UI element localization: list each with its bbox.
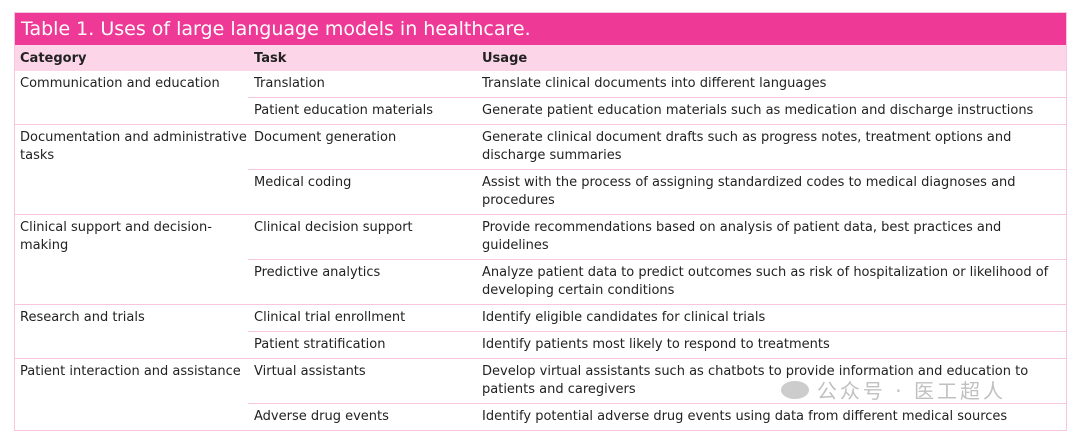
table-row: Predictive analytics Analyze patient data… bbox=[248, 259, 1066, 304]
usage-cell: Identify eligible candidates for clinica… bbox=[482, 310, 766, 325]
usage-cell: Translate clinical documents into differ… bbox=[482, 76, 827, 91]
usage-cell: Develop virtual assistants such as chatb… bbox=[482, 364, 1029, 397]
task-cell: Virtual assistants bbox=[254, 364, 366, 379]
task-cell: Medical coding bbox=[254, 175, 352, 190]
task-cell: Translation bbox=[254, 76, 325, 91]
table-title: Table 1. Uses of large language models i… bbox=[15, 13, 1066, 45]
usage-cell: Identify potential adverse drug events u… bbox=[482, 409, 1008, 424]
task-cell: Clinical trial enrollment bbox=[254, 310, 406, 325]
category-group: Patient interaction and assistance Virtua… bbox=[15, 358, 1066, 430]
usage-cell: Generate clinical document drafts such a… bbox=[482, 130, 1012, 163]
category-cell: Research and trials bbox=[20, 310, 145, 325]
usage-cell: Generate patient education materials suc… bbox=[482, 103, 1034, 118]
header-usage: Usage bbox=[482, 50, 528, 66]
table-row: Clinical support and decision-making Clin… bbox=[15, 215, 1066, 259]
table-header: Category Task Usage bbox=[15, 45, 1066, 71]
category-group: Clinical support and decision-making Clin… bbox=[15, 214, 1066, 304]
category-group: Research and trials Clinical trial enroll… bbox=[15, 304, 1066, 358]
header-category: Category bbox=[20, 50, 87, 66]
category-group: Documentation and administrative tasks Do… bbox=[15, 124, 1066, 214]
category-cell: Documentation and administrative tasks bbox=[20, 130, 247, 163]
header-task: Task bbox=[254, 50, 287, 66]
usage-cell: Assist with the process of assigning sta… bbox=[482, 175, 1016, 208]
task-cell: Patient education materials bbox=[254, 103, 434, 118]
llm-uses-table: Table 1. Uses of large language models i… bbox=[14, 12, 1067, 431]
table-row: Medical coding Assist with the process of… bbox=[248, 169, 1066, 214]
usage-cell: Provide recommendations based on analysi… bbox=[482, 220, 1002, 253]
table-row: Documentation and administrative tasks Do… bbox=[15, 125, 1066, 169]
table-row: Patient interaction and assistance Virtua… bbox=[15, 359, 1066, 403]
usage-cell: Analyze patient data to predict outcomes… bbox=[482, 265, 1049, 298]
task-cell: Predictive analytics bbox=[254, 265, 381, 280]
category-cell: Patient interaction and assistance bbox=[20, 364, 241, 379]
task-cell: Clinical decision support bbox=[254, 220, 413, 235]
category-group: Communication and education Translation Tr… bbox=[15, 71, 1066, 124]
table-row: Patient education materials Generate pati… bbox=[248, 97, 1066, 124]
table-row: Patient stratification Identify patients … bbox=[248, 331, 1066, 358]
task-cell: Document generation bbox=[254, 130, 397, 145]
category-cell: Communication and education bbox=[20, 76, 220, 91]
task-cell: Patient stratification bbox=[254, 337, 386, 352]
usage-cell: Identify patients most likely to respond… bbox=[482, 337, 830, 352]
table-row: Adverse drug events Identify potential ad… bbox=[248, 403, 1066, 430]
task-cell: Adverse drug events bbox=[254, 409, 389, 424]
category-cell: Clinical support and decision-making bbox=[20, 220, 212, 253]
table-row: Communication and education Translation Tr… bbox=[15, 71, 1066, 97]
table-row: Research and trials Clinical trial enroll… bbox=[15, 305, 1066, 331]
